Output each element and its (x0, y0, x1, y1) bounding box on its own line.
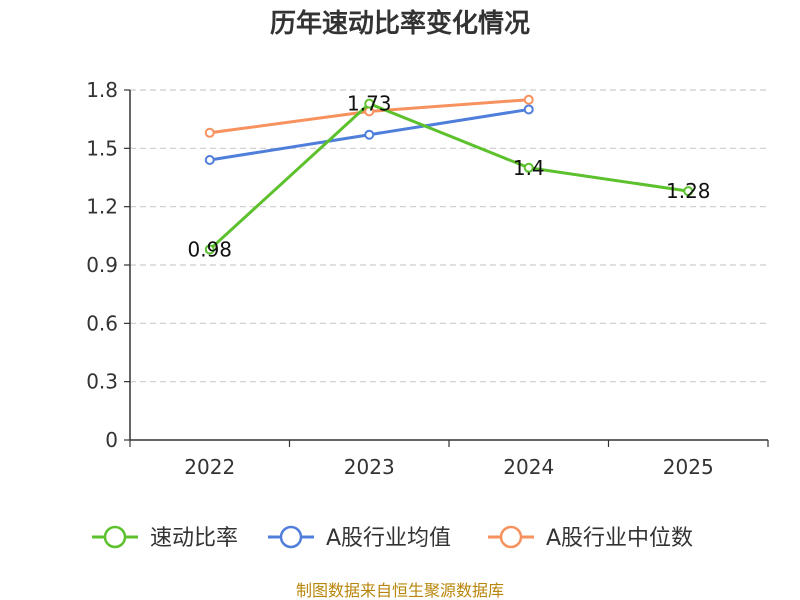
y-tick-label: 0.3 (86, 370, 118, 394)
series-line-0 (208, 102, 689, 251)
legend-item-0[interactable]: 速动比率 (92, 525, 238, 551)
y-tick-label: 1.2 (86, 195, 118, 219)
x-tick-label: 2022 (184, 455, 235, 479)
data-label: 1.28 (666, 179, 711, 203)
chart-title: 历年速动比率变化情况 (270, 8, 530, 39)
data-point (364, 98, 375, 109)
data-point (523, 94, 534, 105)
data-label: 1.73 (347, 92, 392, 116)
legend-marker (499, 525, 523, 549)
legend-marker (279, 525, 303, 549)
x-tick-label: 2025 (663, 455, 714, 479)
legend-label: A股行业中位数 (546, 526, 693, 551)
data-point (683, 186, 694, 197)
data-point (204, 127, 215, 138)
source-note: 制图数据来自恒生聚源数据库 (296, 581, 504, 600)
x-tick-label: 2024 (503, 455, 554, 479)
data-point (523, 104, 534, 115)
legend: 速动比率 A股行业均值 A股行业中位数 (92, 525, 693, 551)
data-point (364, 129, 375, 140)
legend-marker (103, 525, 127, 549)
y-tick-label: 0.9 (86, 253, 118, 277)
y-tick-label: 0.6 (86, 311, 118, 335)
y-tick-label: 0 (105, 428, 118, 452)
data-point (204, 155, 215, 165)
y-tick-label: 1.5 (86, 136, 118, 160)
axes: 0 0.3 0.6 0.9 1.2 1.5 1.8 2022 2023 2024 2025 (86, 78, 769, 479)
data-point (523, 162, 534, 173)
series-group (204, 94, 694, 255)
x-tick-label: 2023 (344, 455, 395, 479)
data-point (204, 244, 215, 255)
legend-item-1[interactable]: A股行业均值 (268, 525, 451, 551)
data-labels: 0.98 1.73 1.4 1.28 (187, 92, 710, 262)
data-label: 0.98 (187, 237, 232, 261)
data-label: 1.4 (513, 156, 545, 180)
legend-label: 速动比率 (150, 526, 238, 551)
legend-label: A股行业均值 (326, 526, 451, 551)
y-tick-label: 1.8 (86, 78, 118, 102)
grid-lines (130, 89, 768, 383)
legend-item-2[interactable]: A股行业中位数 (488, 525, 693, 551)
